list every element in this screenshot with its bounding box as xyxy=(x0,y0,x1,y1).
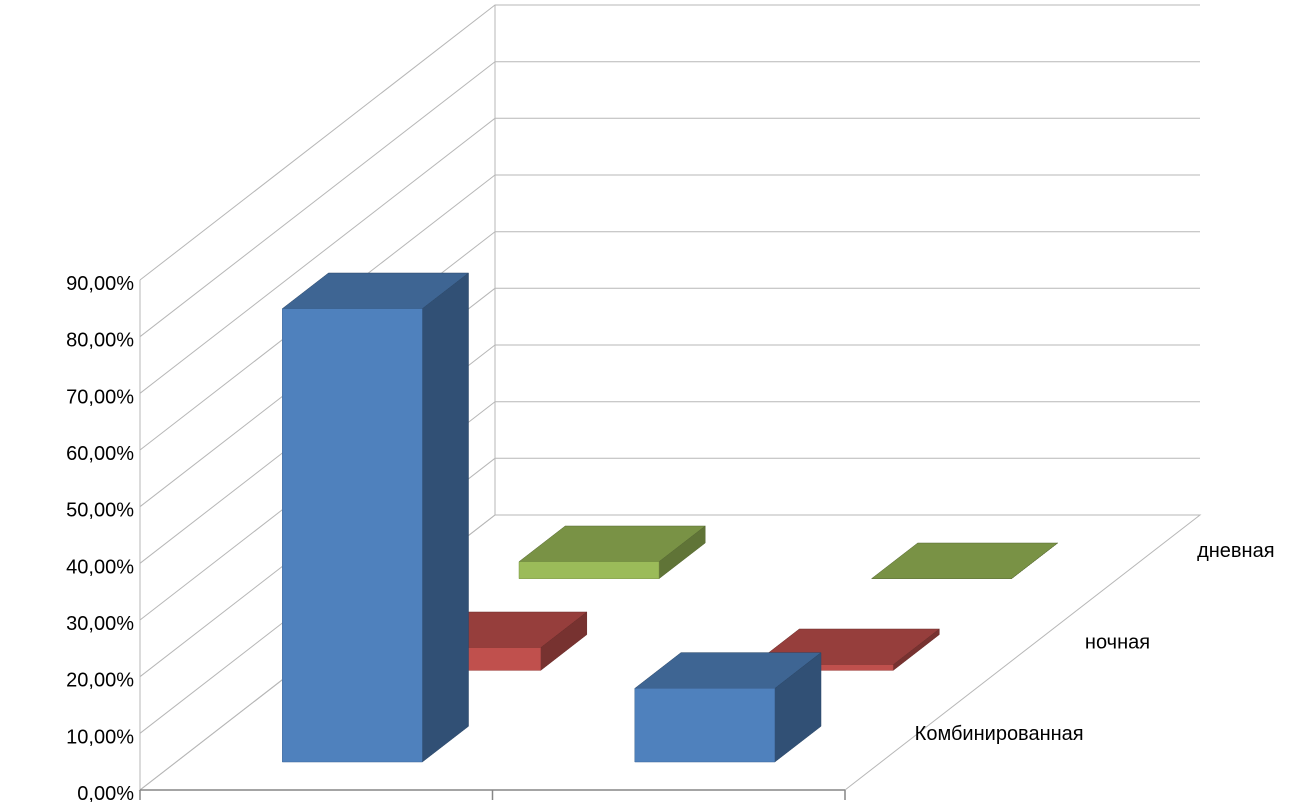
y-tick-label: 10,00% xyxy=(66,726,134,748)
series-depth-labels: Комбинированная ночная дневная xyxy=(915,540,1275,745)
y-tick-label: 80,00% xyxy=(66,330,134,352)
series-label: ночная xyxy=(1085,632,1150,654)
chart-walls xyxy=(138,4,1202,800)
series-label: Комбинированная xyxy=(915,723,1084,745)
bar-3-2 xyxy=(870,542,1059,579)
y-axis-tick-labels: 0,00% 10,00% 20,00% 30,00% 40,00% 50,00% 60,00… xyxy=(66,273,134,802)
bar-front-face xyxy=(518,561,660,579)
y-tick-label: 50,00% xyxy=(66,500,134,522)
bar-side-face xyxy=(422,272,469,763)
y-tick-label: 70,00% xyxy=(66,386,134,408)
bar-3-1 xyxy=(518,525,706,580)
y-tick-label: 30,00% xyxy=(66,613,134,635)
chart-bars xyxy=(281,272,1059,763)
gridline xyxy=(139,61,1200,338)
y-tick-label: 40,00% xyxy=(66,556,134,578)
series-label: дневная xyxy=(1197,540,1274,562)
bar-top-face xyxy=(870,542,1059,579)
y-tick-label: 20,00% xyxy=(66,670,134,692)
bar-1-2 xyxy=(634,652,822,763)
y-tick-label: 0,00% xyxy=(77,783,134,802)
bar-front-face xyxy=(634,688,776,763)
bar-front-face xyxy=(282,308,423,763)
y-tick-label: 90,00% xyxy=(66,273,134,295)
gridline xyxy=(139,4,1200,281)
bar-1-1 xyxy=(281,272,470,763)
y-tick-label: 60,00% xyxy=(66,443,134,465)
